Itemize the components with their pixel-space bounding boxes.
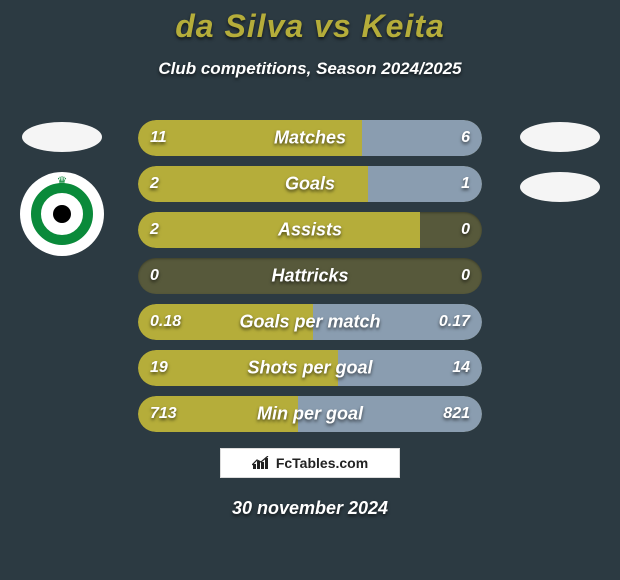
club-badge-right-2 [520, 172, 600, 202]
club-badge-left-1 [22, 122, 102, 152]
stat-name: Goals per match [239, 312, 380, 333]
stat-name: Shots per goal [247, 358, 372, 379]
stat-value-right: 0 [461, 267, 470, 285]
stat-name: Matches [274, 128, 346, 149]
stat-value-right: 0 [461, 221, 470, 239]
stat-row: 11 6 Matches [138, 120, 482, 156]
stat-row: 713 821 Min per goal [138, 396, 482, 432]
stat-value-left: 0 [150, 267, 159, 285]
stat-value-left: 0.18 [150, 313, 181, 331]
brand-label: FcTables.com [276, 455, 368, 471]
brand-box[interactable]: FcTables.com [220, 448, 400, 478]
stat-value-right: 14 [452, 359, 470, 377]
page-subtitle: Club competitions, Season 2024/2025 [0, 59, 620, 79]
club-badge-left-2: ♛ [20, 172, 104, 256]
club-badge-right-1 [520, 122, 600, 152]
stat-value-left: 713 [150, 405, 177, 423]
stat-value-right: 6 [461, 129, 470, 147]
cercle-dot-icon [53, 205, 71, 223]
stat-row: 2 1 Goals [138, 166, 482, 202]
stat-value-right: 0.17 [439, 313, 470, 331]
stat-row: 19 14 Shots per goal [138, 350, 482, 386]
stat-name: Goals [285, 174, 335, 195]
stat-row: 0.18 0.17 Goals per match [138, 304, 482, 340]
cercle-ring-icon [31, 183, 93, 245]
page-title: da Silva vs Keita [0, 0, 620, 45]
stat-value-left: 11 [150, 129, 167, 147]
left-badges-column: ♛ [20, 122, 104, 256]
right-badges-column [520, 122, 600, 202]
crown-icon: ♛ [57, 174, 68, 188]
stat-value-left: 2 [150, 221, 159, 239]
stat-name: Assists [278, 220, 342, 241]
stat-name: Min per goal [257, 404, 363, 425]
stat-name: Hattricks [271, 266, 348, 287]
stats-bars-container: 11 6 Matches 2 1 Goals 2 0 Assists 0 0 Hattricks 0.1… [138, 120, 482, 432]
stat-value-left: 2 [150, 175, 159, 193]
footer-date: 30 november 2024 [232, 498, 388, 519]
stat-row: 2 0 Assists [138, 212, 482, 248]
chart-icon [252, 456, 270, 470]
stat-value-left: 19 [150, 359, 168, 377]
stat-row: 0 0 Hattricks [138, 258, 482, 294]
stat-value-right: 821 [443, 405, 470, 423]
stat-value-right: 1 [461, 175, 470, 193]
